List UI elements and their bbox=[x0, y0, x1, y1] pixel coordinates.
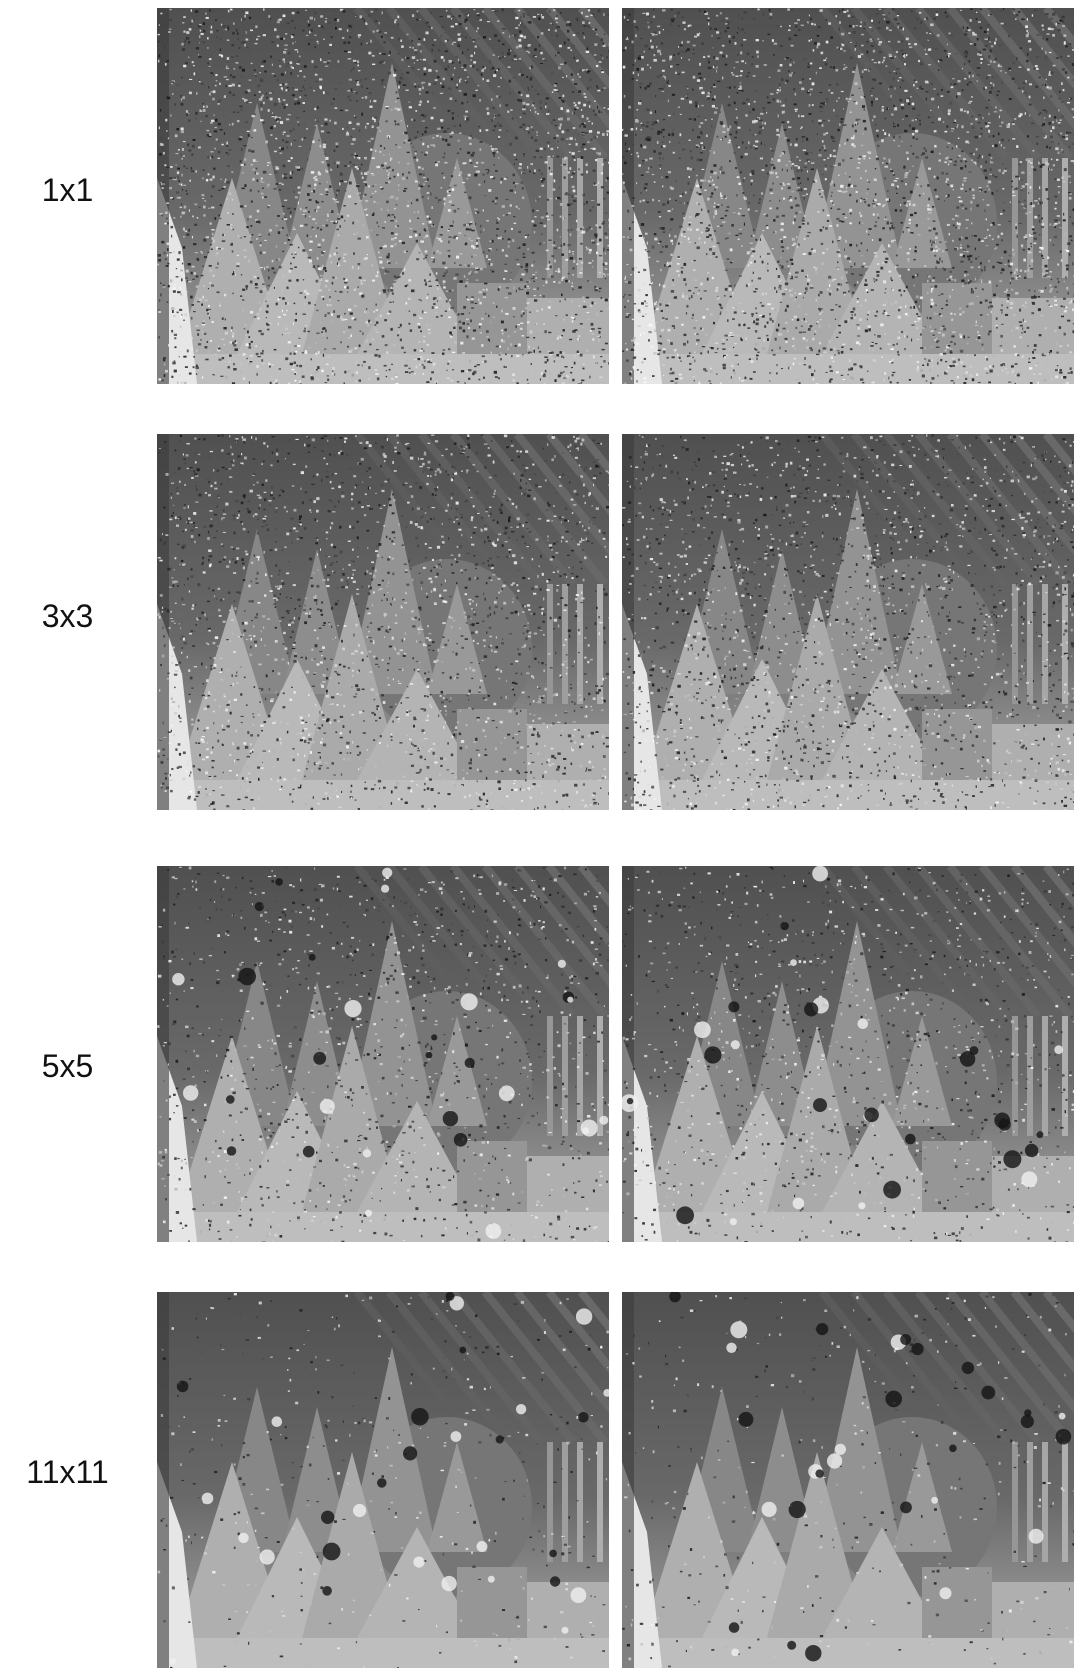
disparity-map-left bbox=[157, 1292, 609, 1668]
row-1x1: 1x1 bbox=[0, 0, 1092, 386]
window-size-label: 3x3 bbox=[41, 598, 94, 634]
scene-render bbox=[622, 1292, 1074, 1668]
scene-render bbox=[157, 1292, 609, 1668]
scene-render bbox=[157, 434, 609, 810]
row-5x5: 5x5 bbox=[0, 858, 1092, 1244]
scene-render bbox=[157, 8, 609, 384]
disparity-map-left bbox=[157, 866, 609, 1242]
disparity-map-left bbox=[157, 434, 609, 810]
disparity-map-right bbox=[622, 434, 1074, 810]
window-size-label: 1x1 bbox=[41, 172, 94, 208]
scene-render bbox=[157, 866, 609, 1242]
disparity-map-right bbox=[622, 8, 1074, 384]
disparity-map-right bbox=[622, 866, 1074, 1242]
window-size-label: 5x5 bbox=[41, 1048, 94, 1084]
row-11x11: 11x11 bbox=[0, 1284, 1092, 1670]
disparity-map-right bbox=[622, 1292, 1074, 1668]
window-size-label: 11x11 bbox=[26, 1454, 109, 1490]
scene-render bbox=[622, 434, 1074, 810]
row-3x3: 3x3 bbox=[0, 426, 1092, 812]
scene-render bbox=[622, 8, 1074, 384]
scene-render bbox=[622, 866, 1074, 1242]
disparity-map-left bbox=[157, 8, 609, 384]
